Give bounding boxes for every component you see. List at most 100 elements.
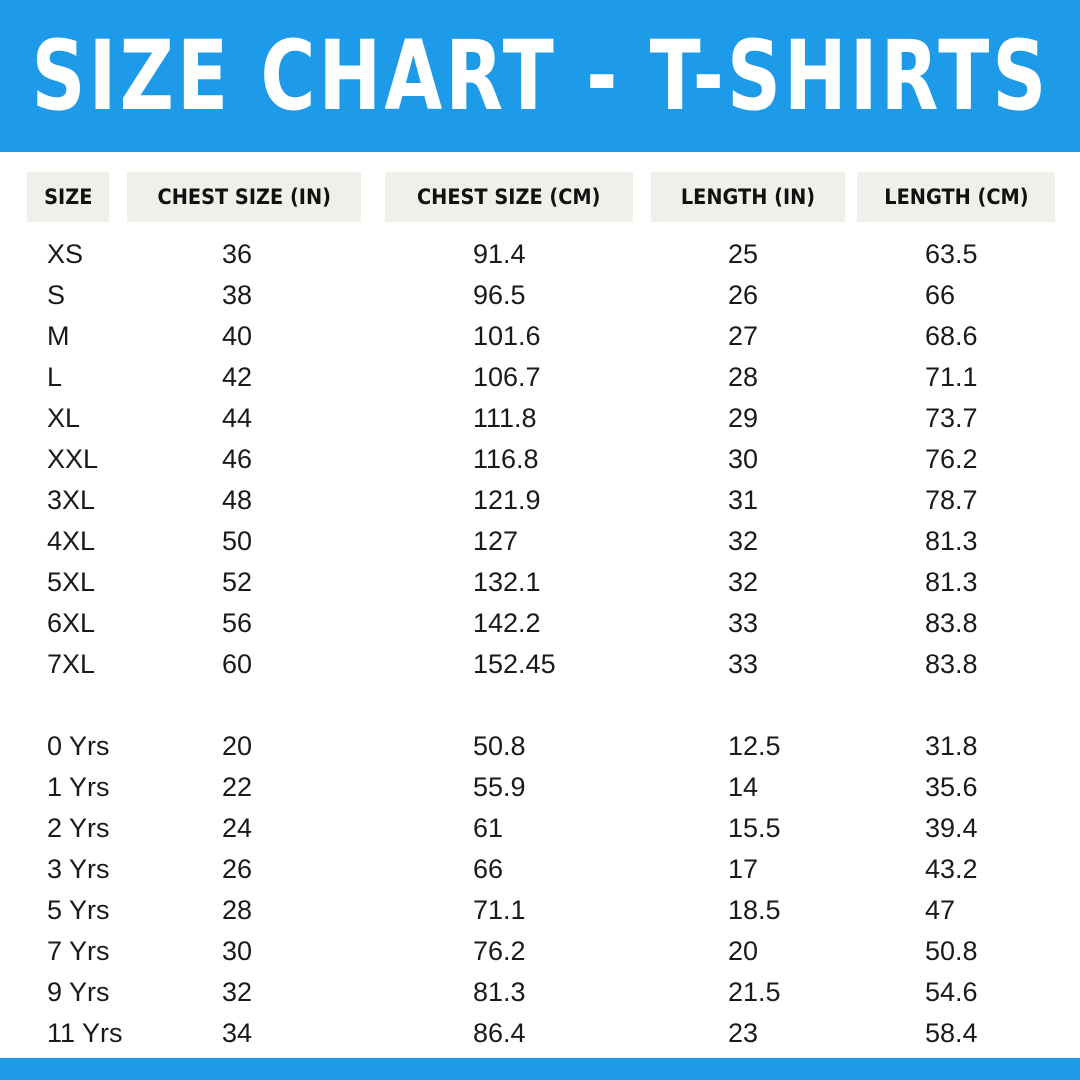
table-cell: 27: [728, 321, 759, 351]
table-cell: 35.6: [925, 772, 978, 802]
table-cell: 5 Yrs: [47, 895, 110, 925]
table-cell: 76.2: [925, 444, 978, 474]
column-header-chest-in: CHEST SIZE (IN): [127, 172, 361, 222]
table-cell: 15.5: [728, 813, 781, 843]
table-cell: 132.1: [473, 567, 541, 597]
table-cell: 71.1: [925, 362, 978, 392]
table-cell: 81.3: [925, 526, 978, 556]
column-header-chest-in-label: CHEST SIZE (IN): [157, 185, 331, 209]
table-cell: 5XL: [47, 567, 96, 597]
table-row: XS 36 91.4 25 63.5: [0, 234, 1080, 275]
table-cell: 2 Yrs: [47, 813, 110, 843]
table-cell: 14: [728, 772, 759, 802]
table-cell: 55.9: [473, 772, 526, 802]
table-cell: XXL: [47, 444, 99, 474]
table-cell: 66: [925, 280, 956, 310]
table-cell: 50.8: [925, 936, 978, 966]
table-cell: XS: [47, 239, 84, 269]
title-banner: SIZE CHART - T-SHIRTS: [0, 0, 1080, 152]
table-cell: 22: [222, 772, 253, 802]
table-cell: 54.6: [925, 977, 978, 1007]
table-cell: 121.9: [473, 485, 541, 515]
table-cell: 33: [728, 649, 759, 679]
table-cell: 71.1: [473, 895, 526, 925]
table-row: 1 Yrs 22 55.9 14 35.6: [0, 767, 1080, 808]
table-cell: 81.3: [473, 977, 526, 1007]
table-cell: 42: [222, 362, 253, 392]
table-cell: 68.6: [925, 321, 978, 351]
column-header-chest-cm-label: CHEST SIZE (CM): [417, 185, 601, 209]
table-row: 5 Yrs 28 71.1 18.5 47: [0, 890, 1080, 931]
table-cell: 52: [222, 567, 253, 597]
table-cell: 30: [728, 444, 759, 474]
table-row-spacer: [0, 685, 1080, 726]
table-cell: 50: [222, 526, 253, 556]
table-row: XXL 46 116.8 30 76.2: [0, 439, 1080, 480]
table-cell: 1 Yrs: [47, 772, 110, 802]
table-cell: 56: [222, 608, 253, 638]
table-cell: 78.7: [925, 485, 978, 515]
table-cell: 58.4: [925, 1018, 978, 1048]
table-cell: 24: [222, 813, 253, 843]
table-cell: 20: [728, 936, 759, 966]
table-cell: 101.6: [473, 321, 541, 351]
table-row: S 38 96.5 26 66: [0, 275, 1080, 316]
table-cell: 76.2: [473, 936, 526, 966]
table-cell: 66: [473, 854, 504, 884]
table-cell: 63.5: [925, 239, 978, 269]
table-cell: 31.8: [925, 731, 978, 761]
table-cell: 0 Yrs: [47, 731, 110, 761]
table-cell: S: [47, 280, 66, 310]
table-cell: 50.8: [473, 731, 526, 761]
table-cell: 116.8: [473, 444, 539, 474]
table-cell: 38: [222, 280, 253, 310]
table-cell: XL: [47, 403, 81, 433]
table-cell: 39.4: [925, 813, 978, 843]
table-cell: 152.45: [473, 649, 556, 679]
table-cell: 18.5: [728, 895, 781, 925]
table-cell: 25: [728, 239, 759, 269]
column-header-length-in-label: LENGTH (IN): [680, 185, 816, 209]
table-row: 5XL 52 132.1 32 81.3: [0, 562, 1080, 603]
table-cell: 17: [728, 854, 759, 884]
table-cell: 30: [222, 936, 253, 966]
table-row: 6XL 56 142.2 33 83.8: [0, 603, 1080, 644]
table-cell: 32: [728, 526, 759, 556]
table-cell: 81.3: [925, 567, 978, 597]
table-cell: 3 Yrs: [47, 854, 110, 884]
table-cell: 111.8: [473, 403, 537, 433]
table-cell: 60: [222, 649, 253, 679]
table-cell: 28: [222, 895, 253, 925]
column-header-chest-cm: CHEST SIZE (CM): [385, 172, 633, 222]
table-cell: 31: [728, 485, 759, 515]
table-cell: 46: [222, 444, 253, 474]
table-header-row: SIZE CHEST SIZE (IN) CHEST SIZE (CM) LEN…: [0, 172, 1080, 222]
table-cell: 28: [728, 362, 759, 392]
table-cell: 106.7: [473, 362, 541, 392]
table-cell: 43.2: [925, 854, 978, 884]
table-cell: 48: [222, 485, 253, 515]
table-row: 4XL 50 127 32 81.3: [0, 521, 1080, 562]
table-cell: 23: [728, 1018, 759, 1048]
page-title: SIZE CHART - T-SHIRTS: [31, 20, 1049, 132]
table-row: 9 Yrs 32 81.3 21.5 54.6: [0, 972, 1080, 1013]
table-row: 3 Yrs 26 66 17 43.2: [0, 849, 1080, 890]
table-cell: 142.2: [473, 608, 541, 638]
table-row: L 42 106.7 28 71.1: [0, 357, 1080, 398]
table-cell: 47: [925, 895, 956, 925]
table-row: 11 Yrs 34 86.4 23 58.4: [0, 1013, 1080, 1054]
table-cell: 12.5: [728, 731, 781, 761]
column-header-size-label: SIZE: [43, 185, 93, 209]
column-header-length-cm-label: LENGTH (CM): [883, 185, 1029, 209]
table-cell: 36: [222, 239, 253, 269]
table-row: M 40 101.6 27 68.6: [0, 316, 1080, 357]
table-cell: 91.4: [473, 239, 526, 269]
table-cell: 83.8: [925, 649, 978, 679]
table-cell: 11 Yrs: [47, 1018, 123, 1048]
column-header-size: SIZE: [27, 172, 109, 222]
footer-bar: [0, 1058, 1080, 1080]
table-cell: 83.8: [925, 608, 978, 638]
table-cell: 34: [222, 1018, 253, 1048]
table-cell: 7XL: [47, 649, 96, 679]
table-cell: 96.5: [473, 280, 526, 310]
